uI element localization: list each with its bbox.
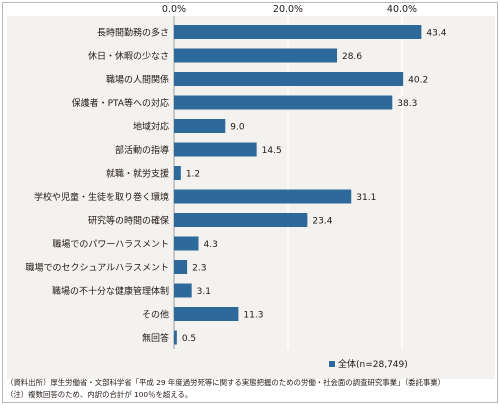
bar: [174, 283, 192, 298]
bar: [174, 119, 226, 133]
bar: [174, 307, 239, 321]
footnote: （注）複数回答のため、内訳の合計が 100％を超える。: [6, 390, 193, 399]
category-label: 無回答: [142, 332, 169, 344]
value-label: 11.3: [243, 311, 263, 321]
value-label: 4.3: [204, 240, 218, 250]
category-label: その他: [142, 309, 169, 321]
category-label: 保護者・PTA等への対応: [72, 97, 169, 109]
value-label: 1.2: [186, 170, 200, 180]
category-label: 職場の人間関係: [106, 74, 169, 86]
bar: [174, 236, 199, 251]
legend-label: 全体(n=28,749): [338, 358, 408, 370]
value-label: 23.4: [312, 217, 332, 227]
value-label: 9.0: [230, 123, 245, 133]
value-label: 43.4: [426, 29, 446, 39]
category-label: 学校や児童・生徒を取り巻く環境: [34, 191, 169, 203]
bar: [174, 166, 181, 180]
bar: [174, 95, 393, 110]
x-tick-label: 20.0%: [273, 4, 303, 15]
value-label: 31.1: [356, 193, 376, 203]
category-label: 職場でのパワーハラスメント: [52, 238, 169, 250]
value-label: 28.6: [342, 52, 362, 62]
category-label: 休日・休暇の少なさ: [88, 50, 169, 62]
x-tick-label: 0.0%: [162, 4, 186, 15]
category-label: 職場でのセクシュアルハラスメント: [25, 262, 169, 274]
bar: [174, 189, 352, 204]
chart-notes: （資料出所）厚生労働省・文部科学省「平成 29 年度過労死等に関する実態把握のた…: [6, 377, 445, 401]
category-label: 長時間勤務の多さ: [97, 27, 169, 39]
category-label: 職場の不十分な健康管理体制: [52, 285, 169, 297]
category-label: 部活動の指導: [115, 144, 169, 156]
value-label: 3.1: [197, 287, 211, 297]
legend-swatch: [329, 361, 335, 367]
bar: [174, 48, 338, 63]
bar: [174, 330, 177, 345]
value-label: 40.2: [408, 76, 428, 86]
value-label: 0.5: [182, 334, 196, 344]
bar: [174, 25, 422, 39]
value-label: 14.5: [262, 146, 282, 156]
category-label: 地域対応: [133, 121, 169, 133]
bar: [174, 213, 308, 227]
source-note: （資料出所）厚生労働省・文部科学省「平成 29 年度過労死等に関する実態把握のた…: [6, 378, 446, 387]
x-tick-label: 40.0%: [387, 4, 417, 15]
bar: [174, 260, 188, 274]
bar: [174, 142, 257, 157]
category-label: 就職・就労支援: [106, 168, 169, 180]
value-label: 38.3: [397, 99, 417, 109]
bar: [174, 72, 404, 86]
category-label: 研究等の時間の確保: [88, 215, 169, 227]
value-label: 2.3: [192, 264, 206, 274]
